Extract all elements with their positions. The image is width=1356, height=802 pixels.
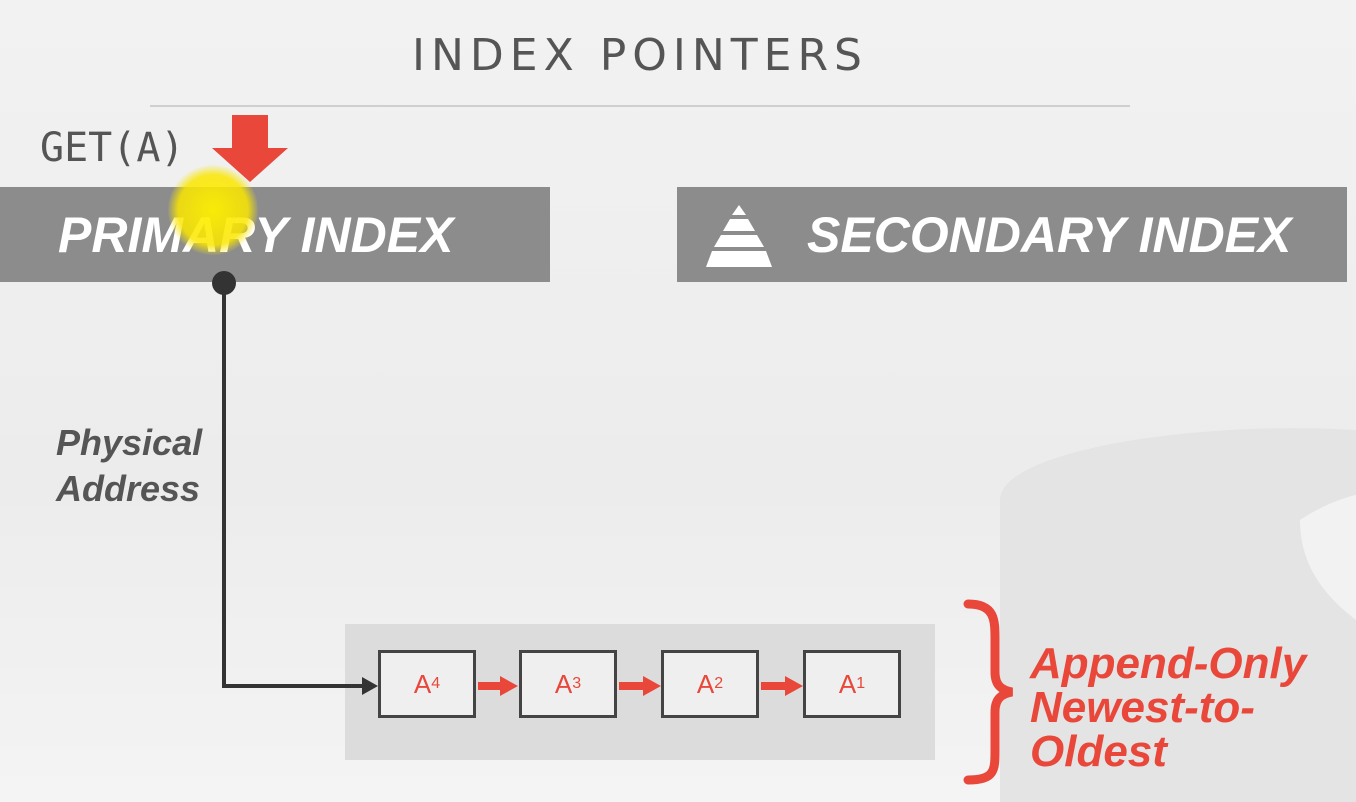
curly-brace	[963, 599, 1014, 785]
pointer-arrowhead	[362, 677, 378, 695]
physical-address-label: Physical Address	[56, 420, 202, 512]
append-only-line-1: Append-Only	[1030, 639, 1307, 688]
physical-address-line-1: Physical	[56, 422, 203, 463]
chain-arrow-3	[761, 676, 803, 696]
query-arrow-icon	[212, 115, 288, 182]
secondary-index-label: SECONDARY INDEX	[807, 206, 1292, 263]
append-only-line-3: Oldest	[1030, 727, 1167, 776]
cursor-highlight	[168, 165, 258, 255]
secondary-index-box[interactable]: SECONDARY INDEX	[677, 187, 1347, 282]
get-query-label: GET(A)	[40, 125, 185, 171]
append-only-label: Append-Only Newest-to- Oldest	[1030, 642, 1306, 774]
chain-arrow-1	[478, 676, 518, 696]
physical-address-pointer	[222, 283, 368, 688]
pyramid-icon	[706, 205, 772, 267]
append-only-line-2: Newest-to-	[1030, 683, 1255, 732]
physical-address-line-2: Address	[56, 468, 201, 509]
slide-title: INDEX POINTERS	[412, 30, 868, 81]
title-divider	[150, 105, 1130, 107]
chain-arrow-2	[619, 676, 661, 696]
